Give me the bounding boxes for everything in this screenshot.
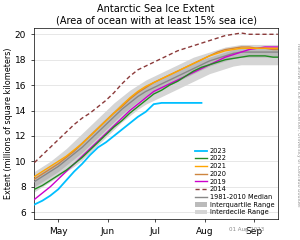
Text: 01 Aug 2023: 01 Aug 2023 xyxy=(229,227,264,232)
Legend: 2023, 2022, 2021, 2020, 2019, 2014, 1981-2010 Median, Interquartile Range, Inter: 2023, 2022, 2021, 2020, 2019, 2014, 1981… xyxy=(195,148,274,215)
Text: National Snow and Ice Data Center, University of Colorado Boulder: National Snow and Ice Data Center, Unive… xyxy=(296,43,300,207)
Title: Antarctic Sea Ice Extent
(Area of ocean with at least 15% sea ice): Antarctic Sea Ice Extent (Area of ocean … xyxy=(56,4,256,26)
Y-axis label: Extent (millions of square kilometers): Extent (millions of square kilometers) xyxy=(4,48,13,199)
